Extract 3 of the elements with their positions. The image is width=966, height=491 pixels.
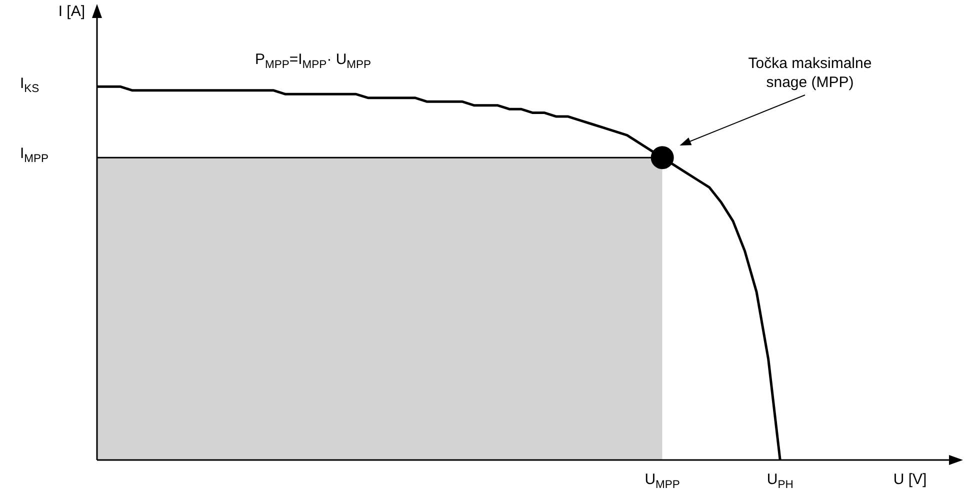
y-axis-title: I [A] bbox=[58, 3, 86, 20]
x-axis-title: U [V] bbox=[893, 471, 927, 488]
annotation: Točka maksimalne snage (MPP) bbox=[748, 55, 872, 91]
